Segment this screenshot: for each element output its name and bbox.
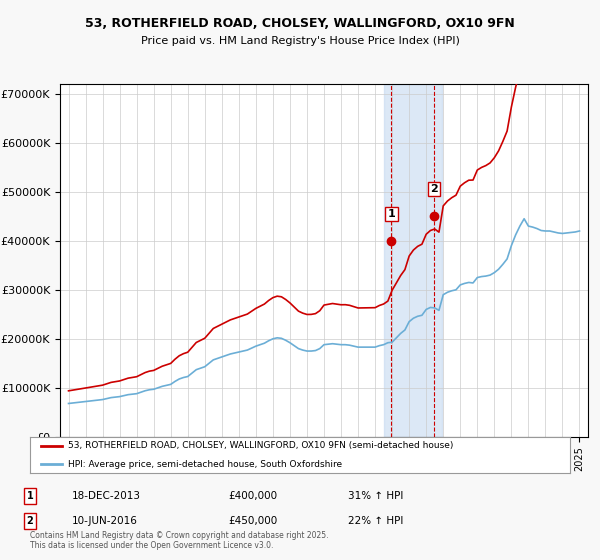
Text: HPI: Average price, semi-detached house, South Oxfordshire: HPI: Average price, semi-detached house,… [68, 460, 342, 469]
Text: £400,000: £400,000 [228, 491, 277, 501]
Text: £450,000: £450,000 [228, 516, 277, 526]
Text: 18-DEC-2013: 18-DEC-2013 [72, 491, 141, 501]
Text: 2: 2 [26, 516, 34, 526]
Text: 10-JUN-2016: 10-JUN-2016 [72, 516, 138, 526]
Text: Contains HM Land Registry data © Crown copyright and database right 2025.
This d: Contains HM Land Registry data © Crown c… [30, 530, 329, 550]
Text: Price paid vs. HM Land Registry's House Price Index (HPI): Price paid vs. HM Land Registry's House … [140, 36, 460, 46]
Text: 31% ↑ HPI: 31% ↑ HPI [348, 491, 403, 501]
Bar [383, 84, 442, 437]
Text: 22% ↑ HPI: 22% ↑ HPI [348, 516, 403, 526]
Text: 2: 2 [430, 184, 437, 194]
Text: 1: 1 [388, 209, 395, 219]
Text: 1: 1 [26, 491, 34, 501]
Text: 53, ROTHERFIELD ROAD, CHOLSEY, WALLINGFORD, OX10 9FN: 53, ROTHERFIELD ROAD, CHOLSEY, WALLINGFO… [85, 17, 515, 30]
Text: 53, ROTHERFIELD ROAD, CHOLSEY, WALLINGFORD, OX10 9FN (semi-detached house): 53, ROTHERFIELD ROAD, CHOLSEY, WALLINGFO… [68, 441, 453, 450]
